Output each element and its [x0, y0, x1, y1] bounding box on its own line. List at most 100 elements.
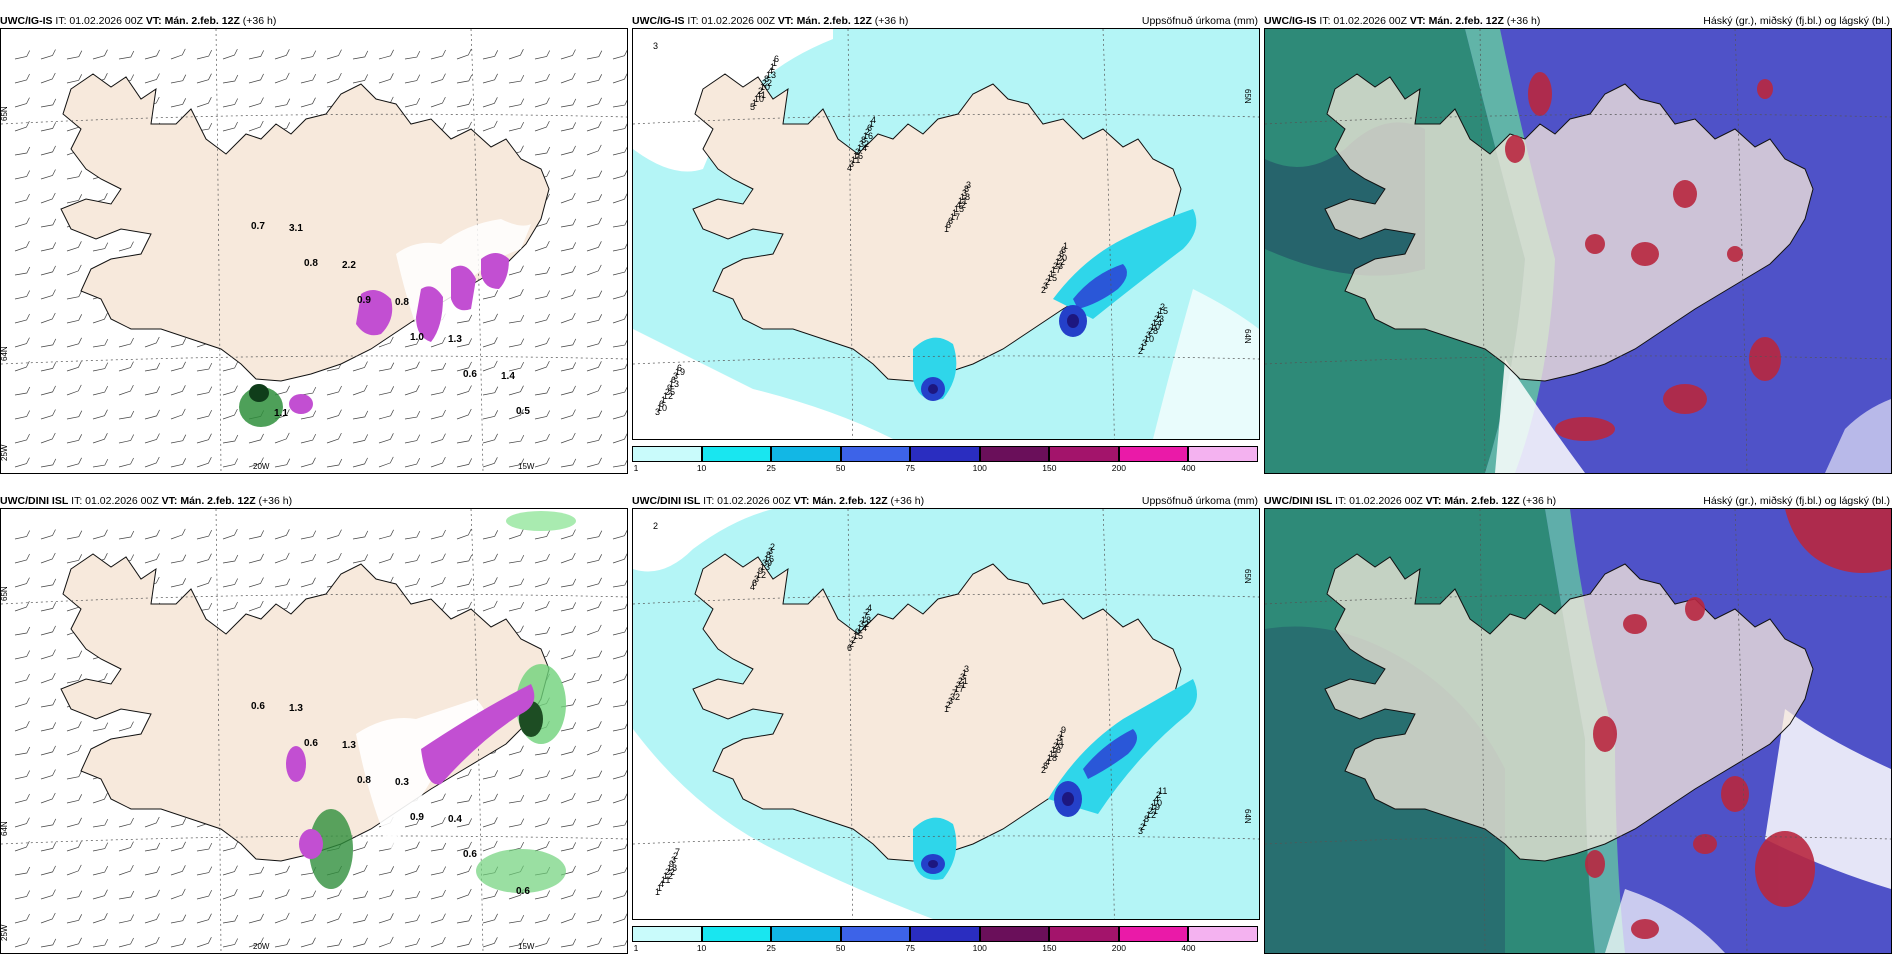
wind-barb — [430, 362, 447, 372]
value-label: 1 — [661, 395, 666, 405]
value-label: 2 — [855, 147, 860, 157]
wind-barb — [66, 770, 83, 780]
wind-barb — [196, 937, 212, 948]
wind-barb — [222, 385, 238, 396]
wind-barb — [40, 672, 56, 684]
value-label: 15 — [1047, 273, 1057, 283]
colorbar-swatch — [840, 446, 911, 462]
value-label: 21 — [1148, 806, 1158, 816]
wind-barb — [66, 744, 82, 756]
wind-barb — [222, 121, 238, 132]
wind-barb — [14, 553, 30, 564]
value-label: 14 — [857, 623, 867, 633]
colorbar-tick: 50 — [835, 463, 846, 473]
wind-barb — [170, 938, 187, 948]
wind-barb — [560, 938, 577, 948]
wind-barb — [586, 50, 603, 60]
precip-values: 0.7 0.8 0.9 1.0 0.6 0.5 3.1 2.2 0.8 1.3 1.4 1.1 — [251, 221, 530, 419]
value-label: 3 — [673, 371, 678, 381]
value-label: 0.3 — [395, 777, 409, 788]
colorbar-swatch — [910, 926, 980, 942]
value-label: 3 — [655, 407, 660, 417]
wind-barb — [40, 122, 57, 132]
wind-barb — [560, 72, 576, 84]
value-label: 12 — [756, 570, 766, 580]
wind-barb — [144, 336, 160, 348]
wind-barb — [326, 938, 343, 948]
wind-barb — [92, 338, 109, 348]
wind-barb — [118, 457, 134, 468]
wind-barb — [534, 410, 551, 420]
wind-barb — [118, 434, 135, 444]
wind-barb — [456, 938, 473, 948]
wind-barb — [66, 384, 82, 396]
colorbar-swatch — [1188, 446, 1258, 462]
wind-barb — [300, 386, 317, 396]
wind-barb — [14, 266, 31, 276]
wind-barb — [482, 290, 499, 300]
value-label: 0.6 — [463, 849, 477, 860]
wind-barb — [14, 193, 30, 204]
value-label: 2 — [851, 635, 856, 645]
wind-barb — [508, 458, 525, 468]
value-label: 39 — [762, 558, 772, 568]
value-label: 7 — [675, 847, 680, 857]
value-label: 1 — [1156, 310, 1161, 320]
colorbar-tick: 75 — [905, 463, 915, 473]
dry-area-south — [633, 329, 893, 439]
wind-barb — [586, 914, 603, 924]
value-label: 2 — [1138, 346, 1143, 356]
value-label: 2 — [1160, 302, 1165, 312]
wind-barb — [612, 913, 627, 924]
wind-barb — [586, 170, 603, 180]
value-label: 2 — [865, 607, 870, 617]
wind-barb — [586, 744, 602, 756]
graticule-line — [215, 29, 222, 473]
value-label: 6 — [671, 375, 676, 385]
value-label: 8 — [1043, 761, 1048, 771]
wind-barb — [222, 578, 239, 588]
wind-barb — [430, 913, 446, 924]
wind-barb — [248, 600, 264, 612]
wind-barb — [378, 913, 394, 924]
wind-barb — [534, 73, 550, 84]
wind-barb — [456, 601, 472, 612]
graticule — [633, 509, 1259, 919]
colorbar-swatch — [979, 446, 1050, 462]
wind-barb — [508, 529, 524, 540]
wind-barb — [586, 241, 602, 252]
wind-barb — [378, 433, 394, 444]
wind-barb — [118, 890, 135, 900]
wind-barb — [612, 819, 627, 828]
colorbar-tick: 100 — [972, 943, 987, 953]
wind-barb — [326, 889, 342, 900]
wind-barb — [352, 410, 369, 420]
wind-barb — [300, 433, 317, 444]
wind-barb — [326, 552, 342, 564]
value-label: 10 — [1150, 322, 1160, 332]
value-label: 5 — [750, 102, 755, 112]
wind-barb — [14, 73, 30, 84]
wind-barb — [170, 408, 186, 420]
value-label: 32 — [859, 139, 869, 149]
wind-barb — [196, 553, 212, 564]
wind-barb — [92, 722, 109, 732]
wind-barb — [326, 385, 342, 396]
wind-barb — [170, 818, 187, 828]
wind-barb — [586, 794, 603, 804]
panel-clouds-dini: UWC/DINI ISL IT: 01.02.2026 00Z VT: Mán.… — [1264, 494, 1892, 954]
wind-barb — [144, 889, 160, 900]
value-label: 9 — [1061, 725, 1066, 735]
wind-barb — [222, 601, 238, 612]
graticule-line — [633, 593, 1259, 605]
wind-barb — [326, 72, 342, 84]
value-label: 8 — [1144, 814, 1149, 824]
rain-area — [506, 511, 576, 531]
wind-barb — [560, 625, 576, 636]
wind-barb — [118, 721, 134, 732]
wind-barb — [40, 578, 57, 588]
wind-barb — [560, 842, 577, 852]
lat-label-64n: 64N — [1243, 809, 1252, 824]
value-label: 12 — [1146, 810, 1156, 820]
wind-barb — [66, 554, 83, 564]
